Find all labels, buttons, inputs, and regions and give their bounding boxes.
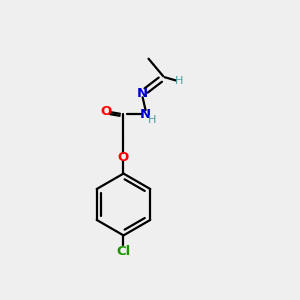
Text: Cl: Cl — [116, 245, 130, 258]
Text: O: O — [118, 151, 129, 164]
Text: H: H — [148, 115, 156, 125]
Text: O: O — [101, 105, 112, 118]
Text: N: N — [140, 108, 151, 121]
Text: N: N — [137, 87, 148, 100]
Text: H: H — [175, 76, 183, 86]
